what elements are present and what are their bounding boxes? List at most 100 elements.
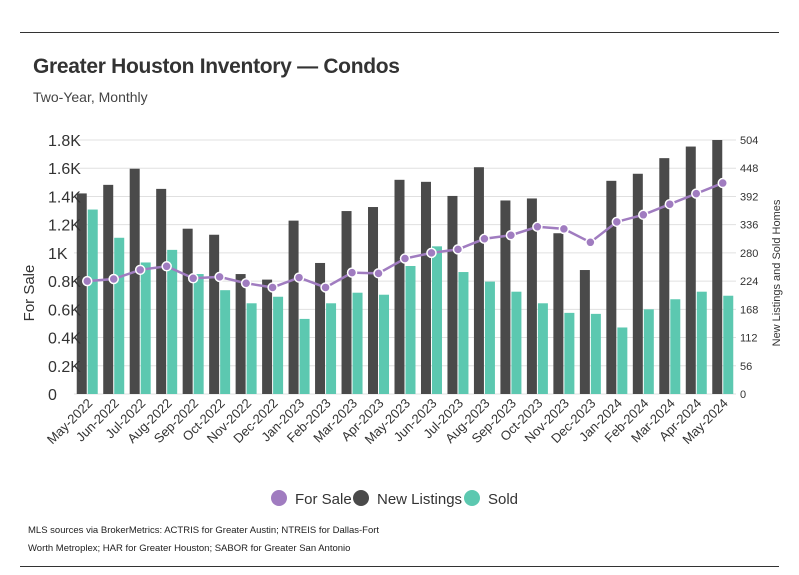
bars <box>76 140 734 394</box>
legend-label: New Listings <box>377 491 462 508</box>
bar-sold <box>167 249 178 394</box>
for-sale-point <box>532 221 543 233</box>
for-sale-point <box>346 267 358 278</box>
for-sale-point <box>399 253 411 264</box>
bar-new-listings <box>712 140 723 394</box>
legend-label: Sold <box>488 491 518 508</box>
y2-tick-label: 112 <box>740 333 758 345</box>
bar-sold <box>723 295 734 394</box>
bar-new-listings <box>685 146 696 394</box>
y2-tick-label: 56 <box>740 361 752 373</box>
y2-tick-label: 504 <box>740 135 758 147</box>
for-sale-point <box>585 237 596 248</box>
bar-sold <box>352 292 363 394</box>
bar-new-listings <box>129 168 140 394</box>
y-tick-label: 0.8K <box>48 274 81 291</box>
bar-sold <box>114 237 125 394</box>
chart-title: Greater Houston Inventory — Condos <box>33 55 400 78</box>
y2-tick-label: 0 <box>740 389 746 401</box>
bar-new-listings <box>315 262 326 394</box>
bar-sold <box>326 303 337 394</box>
for-sale-point <box>240 277 252 289</box>
y-axis-left: 0 0.2K 0.4K 0.6K 0.8K 1K 1.2K 1.4K 1.6K 1.8K For S… <box>21 133 81 404</box>
bar-new-listings <box>500 200 511 394</box>
source-note-line-1: MLS sources via BrokerMetrics: ACTRIS fo… <box>28 525 380 536</box>
legend-marker <box>464 490 480 506</box>
for-sale-point <box>479 233 490 245</box>
bar-sold <box>140 262 151 394</box>
chart-subtitle: Two-Year, Monthly <box>33 89 148 105</box>
top-rule <box>20 32 779 33</box>
bar-sold <box>643 309 654 394</box>
for-sale-point <box>426 247 437 259</box>
bar-new-listings <box>526 198 537 394</box>
y-tick-label: 0.4K <box>48 331 81 348</box>
bar-new-listings <box>288 220 299 394</box>
for-sale-point <box>214 271 225 283</box>
y-axis-right: 0 56 112 168 224 280 336 392 448 504 New Listings … <box>740 135 783 401</box>
for-sale-point <box>187 273 199 284</box>
bar-sold <box>537 303 548 394</box>
bar-sold <box>458 272 469 394</box>
bar-new-listings <box>473 167 484 394</box>
for-sale-point <box>293 272 305 283</box>
bottom-rule <box>20 566 779 567</box>
for-sale-point <box>717 177 729 189</box>
legend-marker <box>353 490 369 506</box>
bar-sold <box>220 290 231 394</box>
y-tick-label: 1.6K <box>48 161 81 178</box>
y2-tick-label: 168 <box>740 304 758 316</box>
y-tick-label: 0.2K <box>48 359 81 376</box>
for-sale-line-path <box>87 181 724 289</box>
bar-sold <box>273 296 284 394</box>
y-tick-label: 0.6K <box>48 302 81 319</box>
y-tick-label: 1K <box>48 246 68 263</box>
legend: For Sale New Listings Sold <box>271 490 518 508</box>
bar-new-listings <box>420 181 431 394</box>
bar-sold <box>511 291 522 394</box>
for-sale-point <box>373 268 384 279</box>
bar-new-listings <box>341 211 352 394</box>
legend-marker <box>271 490 287 506</box>
x-axis: May-2022Jun-2022Jul-2022Aug-2022Sep-2022… <box>44 396 731 447</box>
bar-new-listings <box>579 270 590 394</box>
y-tick-label: 0 <box>48 387 57 404</box>
y-axis-title: For Sale <box>21 265 38 322</box>
source-note-line-2: Worth Metroplex; HAR for Greater Houston… <box>28 543 351 554</box>
bar-sold <box>696 291 707 394</box>
y2-tick-label: 224 <box>740 276 758 288</box>
bar-sold <box>405 265 416 394</box>
for-sale-point <box>161 261 172 272</box>
bar-new-listings <box>606 180 617 394</box>
for-sale-point <box>664 198 676 210</box>
bar-sold <box>617 327 628 394</box>
for-sale-point <box>81 275 93 287</box>
bar-new-listings <box>447 195 458 394</box>
bar-sold <box>670 299 681 394</box>
for-sale-point <box>558 223 570 235</box>
bar-sold <box>193 274 204 394</box>
bar-sold <box>87 209 98 394</box>
y-tick-label: 1.4K <box>48 189 81 206</box>
for-sale-point <box>320 282 331 293</box>
bar-new-listings <box>394 179 405 394</box>
for-sale-point <box>638 209 649 221</box>
y2-tick-label: 280 <box>740 248 758 260</box>
bar-sold <box>379 294 390 394</box>
bar-sold <box>246 303 257 394</box>
bar-new-listings <box>209 234 220 394</box>
y2-tick-label: 392 <box>740 191 758 203</box>
bar-sold <box>564 312 575 394</box>
bar-new-listings <box>553 233 564 394</box>
bar-new-listings <box>368 207 379 394</box>
bar-sold <box>299 318 310 394</box>
bar-sold <box>484 281 495 394</box>
bar-new-listings <box>632 173 643 394</box>
for-sale-line <box>81 177 729 293</box>
for-sale-point <box>691 188 702 199</box>
for-sale-point <box>452 244 464 255</box>
bar-new-listings <box>659 158 670 394</box>
source-note: MLS sources via BrokerMetrics: ACTRIS fo… <box>28 522 548 558</box>
bar-sold <box>590 313 601 394</box>
bar-new-listings <box>156 188 167 394</box>
